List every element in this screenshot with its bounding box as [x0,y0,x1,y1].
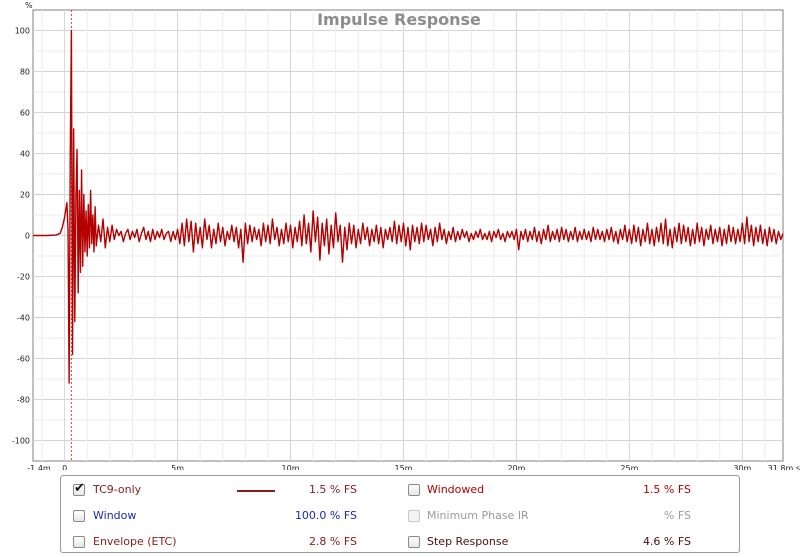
x-tick-label-30m: 30m [733,464,751,470]
envelope-etc-value: 2.8 % FS [308,535,357,548]
x-tick-label-0: 0 [62,464,67,470]
windowed-label: Windowed [427,483,485,496]
window-value: 100.0 % FS [294,509,357,522]
window-checkbox[interactable] [73,510,85,522]
step-response-value: 4.6 % FS [642,535,691,548]
window-label: Window [93,509,137,522]
y-tick-label-20: 20 [20,191,30,200]
x-tick-label-5m: 5m [171,464,184,470]
windowed-value: 1.5 % FS [642,483,691,496]
minimum-phase-ir-checkbox[interactable] [408,510,420,522]
y-tick-label-40: -40 [17,314,30,323]
y-tick-label-0: 0 [25,232,30,241]
minimum-phase-ir-value: % FS [663,509,691,522]
legend-panel: TC9-only 1.5 % FS Windowed 1.5 % FS Wind… [60,475,740,553]
tc9-only-value: 1.5 % FS [308,483,357,496]
tc9-only-checkbox[interactable] [73,481,85,496]
legend-row-2: Window 100.0 % FS Minimum Phase IR % FS [61,504,739,530]
y-tick-label-80: -80 [17,396,30,405]
impulse-response-chart[interactable]: 100 80 60 40 20 0 -20 -40 -60 -80 -100 -1.4m 0 5m 10m… [0,0,800,470]
envelope-etc-checkbox[interactable] [73,536,85,548]
step-response-checkbox[interactable] [408,536,420,548]
envelope-etc-label: Envelope (ETC) [93,535,177,548]
y-tick-label-60: 60 [20,109,30,118]
y-tick-label-100: 100 [15,27,30,36]
y-tick-label-40: 40 [20,150,30,159]
legend-row-3: Envelope (ETC) 2.8 % FS Step Response 4.… [61,530,739,556]
tc9-only-swatch [237,490,275,492]
x-tick-label-1-4m: -1.4m [27,464,51,470]
windowed-checkbox[interactable] [408,484,420,496]
y-tick-label-100: -100 [12,437,30,446]
y-tick-label-60: -60 [17,355,30,364]
y-axis-unit: % [25,1,33,10]
x-tick-label-10m: 10m [282,464,300,470]
chart-title: Impulse Response [317,10,481,29]
x-tick-label-20m: 20m [507,464,525,470]
x-tick-label-15m: 15m [394,464,412,470]
step-response-label: Step Response [427,535,509,548]
y-tick-labels: 100 80 60 40 20 0 -20 -40 -60 -80 -100 [12,27,30,446]
x-tick-label-31-8m-s: 31.8m s [768,464,800,470]
y-tick-label-80: 80 [20,68,30,77]
legend-row-1: TC9-only 1.5 % FS Windowed 1.5 % FS [61,478,739,504]
series-line-tc9-only [33,29,784,384]
minimum-phase-ir-label: Minimum Phase IR [427,509,529,522]
x-tick-labels: -1.4m 0 5m 10m 15m 20m 25m 30m 31.8m s [27,464,800,470]
tc9-only-label: TC9-only [93,483,142,496]
x-tick-label-25m: 25m [620,464,638,470]
y-tick-label-20: -20 [17,273,30,282]
grid-lines [33,10,783,461]
